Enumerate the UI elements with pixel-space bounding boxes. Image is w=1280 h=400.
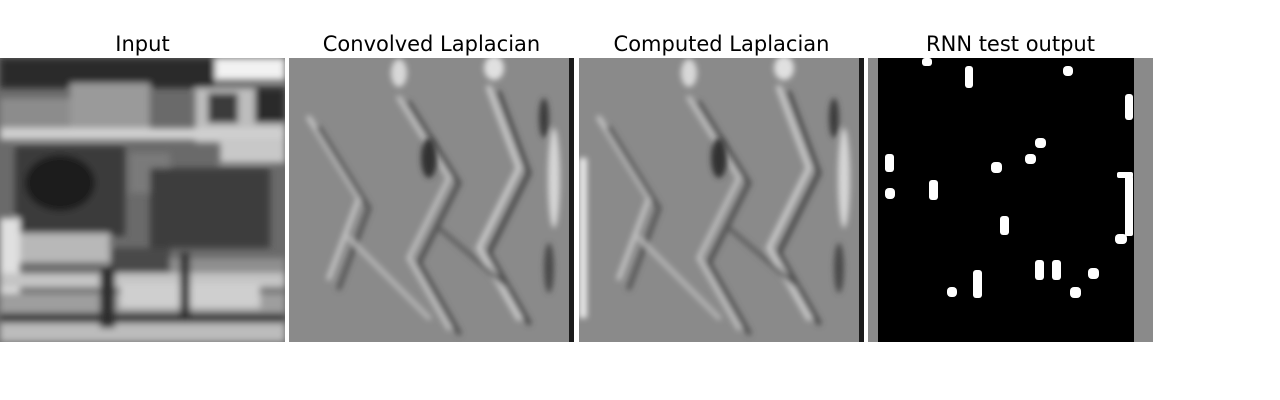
panel-title-input: Input (0, 32, 285, 56)
panel-convolved-laplacian: Convolved Laplacian (289, 58, 574, 342)
panel-title-convolved-laplacian: Convolved Laplacian (289, 32, 574, 56)
panel-rnn-test-output: RNN test output (868, 58, 1153, 342)
panel-input: Input (0, 58, 285, 342)
panel-title-computed-laplacian: Computed Laplacian (579, 32, 864, 56)
computed-laplacian-image (579, 58, 864, 342)
rnn-output-image (868, 58, 1153, 342)
panel-title-rnn-test-output: RNN test output (868, 32, 1153, 56)
convolved-laplacian-image (289, 58, 574, 342)
input-image (0, 58, 285, 342)
panel-computed-laplacian: Computed Laplacian (579, 58, 864, 342)
